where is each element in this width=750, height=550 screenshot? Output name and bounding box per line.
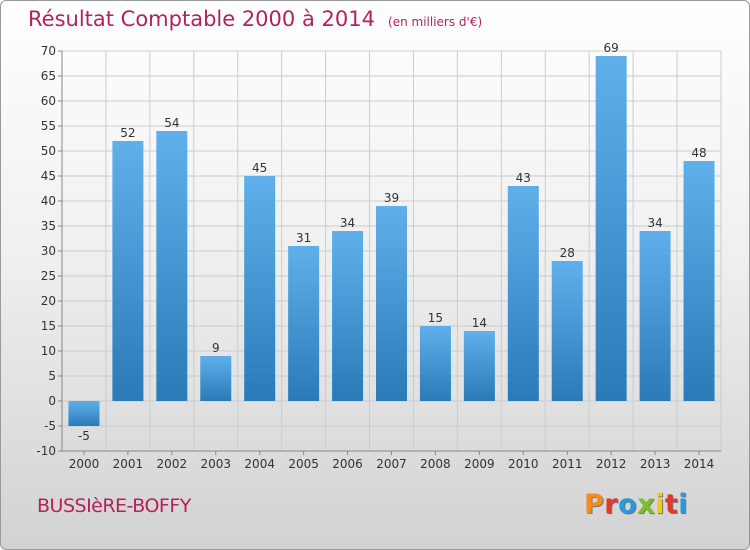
y-tick-label: 15 [41,319,56,333]
data-label: 34 [340,216,355,230]
x-tick-label: 2004 [244,457,275,471]
y-tick-label: 60 [41,94,56,108]
bar-2001 [112,141,144,401]
x-tick-label: 2007 [376,457,407,471]
y-tick-label: 5 [48,369,56,383]
x-tick-label: 2011 [552,457,583,471]
y-tick-label: -10 [36,444,56,458]
data-label: 39 [384,191,399,205]
data-label: 34 [647,216,662,230]
data-labels: -5 52 54 9 45 31 34 39 15 14 43 28 69 34 48 [78,41,707,443]
y-tick-label: 40 [41,194,56,208]
y-tick-label: 25 [41,269,56,283]
y-tick-label: 65 [41,69,56,83]
x-tick-label: 2002 [157,457,188,471]
data-label: 28 [560,246,575,260]
logo-letter: o [618,489,638,520]
bar-2014 [683,161,715,401]
data-label: 48 [691,146,706,160]
y-tick-label: 70 [41,44,56,58]
x-tick-label: 2005 [288,457,319,471]
y-tick-label: 45 [41,169,56,183]
bar-2000 [68,401,100,426]
logo-letter: i [678,489,689,520]
x-tick-label: 2008 [420,457,451,471]
x-tick-label: 2009 [464,457,495,471]
data-label: 15 [428,311,443,325]
y-tick-label: 20 [41,294,56,308]
bar-2013 [639,231,671,401]
bar-2009 [463,331,495,401]
data-label: 14 [472,316,487,330]
town-name: BUSSIèRE-BOFFY [37,495,191,517]
x-tick-label: 2014 [684,457,715,471]
y-tick-label: 0 [48,394,56,408]
bar-2008 [419,326,451,401]
bar-2011 [551,261,583,401]
data-label: 31 [296,231,311,245]
y-tick-label: 55 [41,119,56,133]
data-label: 9 [212,341,220,355]
proxiti-logo[interactable]: Proxiti [584,489,688,520]
y-tick-label: 50 [41,144,56,158]
y-tick-label: -5 [44,419,56,433]
logo-letter: r [604,489,619,520]
data-label: 54 [164,116,179,130]
data-label: 69 [604,41,619,55]
bar-2004 [244,176,276,401]
x-tick-label: 2003 [200,457,231,471]
logo-letter: x [637,489,656,520]
y-tick-label: 10 [41,344,56,358]
logo-letter: i [655,489,665,520]
x-tick-label: 2006 [332,457,363,471]
bars [68,56,715,426]
chart-unit: (en milliers d'€) [388,15,483,29]
x-tick-label: 2013 [640,457,671,471]
x-tick-label: 2000 [69,457,100,471]
logo-letter: t [664,489,679,520]
title-row: Résultat Comptable 2000 à 2014 (en milli… [28,7,482,31]
data-label: -5 [78,429,90,443]
bar-2006 [332,231,364,401]
bar-2005 [288,246,320,401]
x-tick-label: 2001 [113,457,144,471]
x-tick-label: 2012 [596,457,627,471]
chart-title: Résultat Comptable 2000 à 2014 [28,7,375,31]
bar-2007 [376,206,407,401]
bar-2003 [200,356,232,401]
bar-2002 [156,131,188,401]
bar-2010 [507,186,539,401]
bar-2012 [595,56,627,401]
y-tick-label: 30 [41,244,56,258]
data-label: 43 [516,171,531,185]
y-tick-label: 35 [41,219,56,233]
data-label: 52 [120,126,135,140]
axes: -10 -5 0 5 10 15 20 25 30 35 40 45 50 55 60 65 70 2000 200… [36,44,721,471]
logo-letter: P [584,489,605,520]
data-label: 45 [252,161,267,175]
x-tick-label: 2010 [508,457,539,471]
